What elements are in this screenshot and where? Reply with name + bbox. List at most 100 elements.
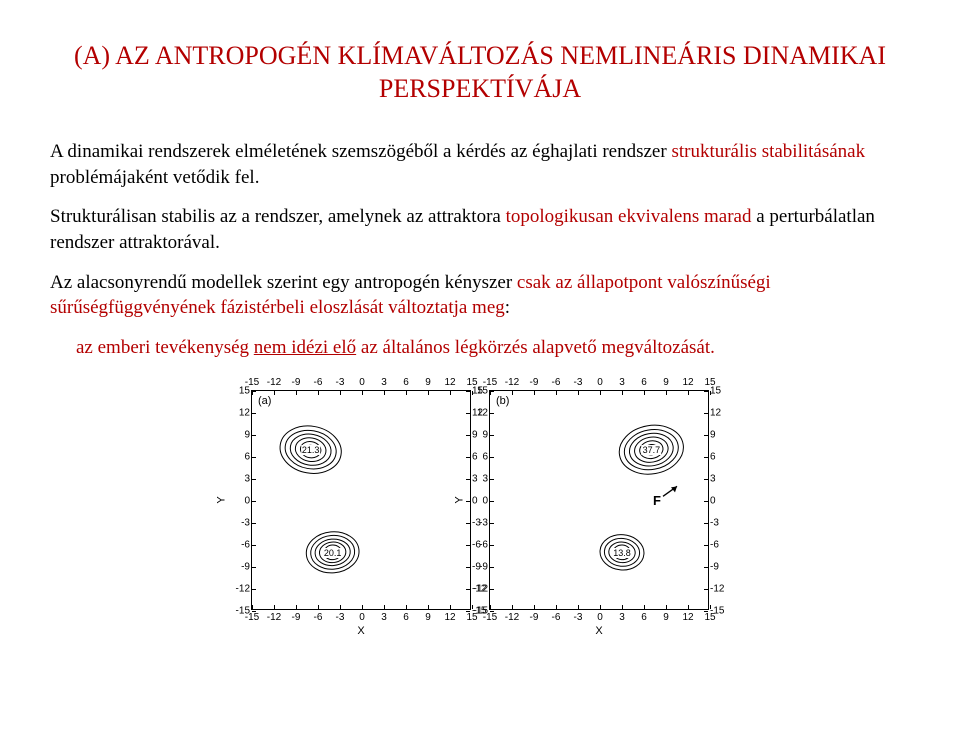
- tick-label: -6: [552, 377, 561, 388]
- page-title: (A) AZ ANTROPOGÉN KLÍMAVÁLTOZÁS NEMLINEÁ…: [50, 40, 910, 105]
- tick-label: 3: [381, 377, 387, 388]
- tick-label: 6: [641, 377, 647, 388]
- tick-label: -9: [470, 562, 488, 573]
- tick-label: 9: [710, 430, 728, 441]
- tick-label: 0: [232, 496, 250, 507]
- tick-label: -12: [232, 584, 250, 595]
- paragraph-3: Az alacsonyrendű modellek szerint egy an…: [50, 270, 910, 321]
- p2-b: topologikusan ekvivalens marad: [506, 206, 752, 227]
- contour-svg-a: [252, 391, 470, 609]
- tick-label: -3: [710, 518, 728, 529]
- tick-label: -12: [470, 584, 488, 595]
- p3-a: Az alacsonyrendű modellek szerint egy an…: [50, 272, 517, 293]
- p1-b: strukturális stabilitásának: [671, 141, 865, 162]
- tick-label: 12: [710, 408, 728, 419]
- tick-label: 3: [710, 474, 728, 485]
- tick-label: -9: [710, 562, 728, 573]
- tick-label: -6: [314, 612, 323, 623]
- tick-label: -9: [292, 612, 301, 623]
- tick-label: 3: [232, 474, 250, 485]
- tick-label: 0: [359, 377, 365, 388]
- tick-label: 0: [710, 496, 728, 507]
- panel-b-ylabel: Y: [454, 497, 466, 504]
- contour-center-label: 13.8: [612, 548, 632, 558]
- tick-label: 9: [232, 430, 250, 441]
- tick-label: 6: [232, 452, 250, 463]
- p1-c: problémájaként vetődik fel.: [50, 167, 259, 188]
- tick-label: 3: [619, 377, 625, 388]
- tick-label: -9: [292, 377, 301, 388]
- tick-label: 15: [470, 386, 488, 397]
- tick-label: -3: [232, 518, 250, 529]
- tick-label: 9: [663, 612, 669, 623]
- tick-label: 15: [710, 386, 728, 397]
- tick-label: -6: [470, 540, 488, 551]
- tick-label: -6: [552, 612, 561, 623]
- tick-label: -15: [232, 606, 250, 617]
- figure-row: (a) X Y -15-15-15-15-12-12-12-12-9-9-9-9…: [50, 390, 910, 610]
- p2-a: Strukturálisan stabilis az a rendszer, a…: [50, 206, 506, 227]
- tick-label: 12: [682, 377, 693, 388]
- tick-label: -9: [232, 562, 250, 573]
- p4-c: az általános légkörzés alapvető megválto…: [356, 337, 715, 358]
- tick-label: -12: [505, 612, 519, 623]
- contour-panel-a: (a) X Y -15-15-15-15-12-12-12-12-9-9-9-9…: [251, 390, 471, 610]
- tick-label: 9: [425, 612, 431, 623]
- tick-label: 3: [619, 612, 625, 623]
- tick-label: -12: [710, 584, 728, 595]
- tick-label: 12: [444, 377, 455, 388]
- panel-a-ylabel: Y: [216, 497, 228, 504]
- tick-label: -6: [314, 377, 323, 388]
- tick-label: -3: [574, 612, 583, 623]
- tick-label: 15: [704, 612, 715, 623]
- tick-label: -12: [505, 377, 519, 388]
- tick-label: 9: [425, 377, 431, 388]
- tick-label: 9: [663, 377, 669, 388]
- tick-label: 6: [403, 612, 409, 623]
- contour-svg-b: [490, 391, 708, 609]
- tick-label: -12: [267, 612, 281, 623]
- tick-label: 12: [444, 612, 455, 623]
- title-line2: PERSPEKTÍVÁJA: [379, 74, 581, 103]
- tick-label: 3: [381, 612, 387, 623]
- tick-label: 6: [641, 612, 647, 623]
- tick-label: 12: [470, 408, 488, 419]
- tick-label: -12: [267, 377, 281, 388]
- tick-label: 15: [232, 386, 250, 397]
- p4-a: az emberi tevékenység: [76, 337, 254, 358]
- tick-label: -3: [336, 377, 345, 388]
- tick-label: 0: [597, 377, 603, 388]
- tick-label: -6: [232, 540, 250, 551]
- panel-b-xlabel: X: [595, 625, 602, 637]
- tick-label: 3: [470, 474, 488, 485]
- tick-label: -3: [574, 377, 583, 388]
- tick-label: 9: [470, 430, 488, 441]
- paragraph-1: A dinamikai rendszerek elméletének szems…: [50, 139, 910, 190]
- tick-label: -6: [710, 540, 728, 551]
- panel-a-xlabel: X: [357, 625, 364, 637]
- contour-center-label: 20.1: [323, 548, 343, 558]
- force-arrow-label: F: [653, 493, 661, 508]
- paragraph-2: Strukturálisan stabilis az a rendszer, a…: [50, 204, 910, 255]
- tick-label: 12: [682, 612, 693, 623]
- paragraph-4: az emberi tevékenység nem idézi elő az á…: [76, 335, 910, 361]
- contour-panel-b: (b) X Y -15-15-15-15-12-12-12-12-9-9-9-9…: [489, 390, 709, 610]
- contour-center-label: 21.3: [301, 445, 321, 455]
- tick-label: 12: [232, 408, 250, 419]
- tick-label: 6: [710, 452, 728, 463]
- tick-label: 0: [470, 496, 488, 507]
- p1-a: A dinamikai rendszerek elméletének szems…: [50, 141, 671, 162]
- p4-b: nem idézi elő: [254, 337, 356, 358]
- tick-label: -3: [470, 518, 488, 529]
- contour-center-label: 37.7: [642, 445, 662, 455]
- title-line1: (A) AZ ANTROPOGÉN KLÍMAVÁLTOZÁS NEMLINEÁ…: [74, 41, 886, 70]
- tick-label: 6: [470, 452, 488, 463]
- tick-label: 0: [359, 612, 365, 623]
- p3-c: :: [505, 297, 510, 318]
- tick-label: -9: [530, 612, 539, 623]
- tick-label: -9: [530, 377, 539, 388]
- tick-label: 0: [597, 612, 603, 623]
- tick-label: -3: [336, 612, 345, 623]
- tick-label: 6: [403, 377, 409, 388]
- tick-label: -15: [470, 606, 488, 617]
